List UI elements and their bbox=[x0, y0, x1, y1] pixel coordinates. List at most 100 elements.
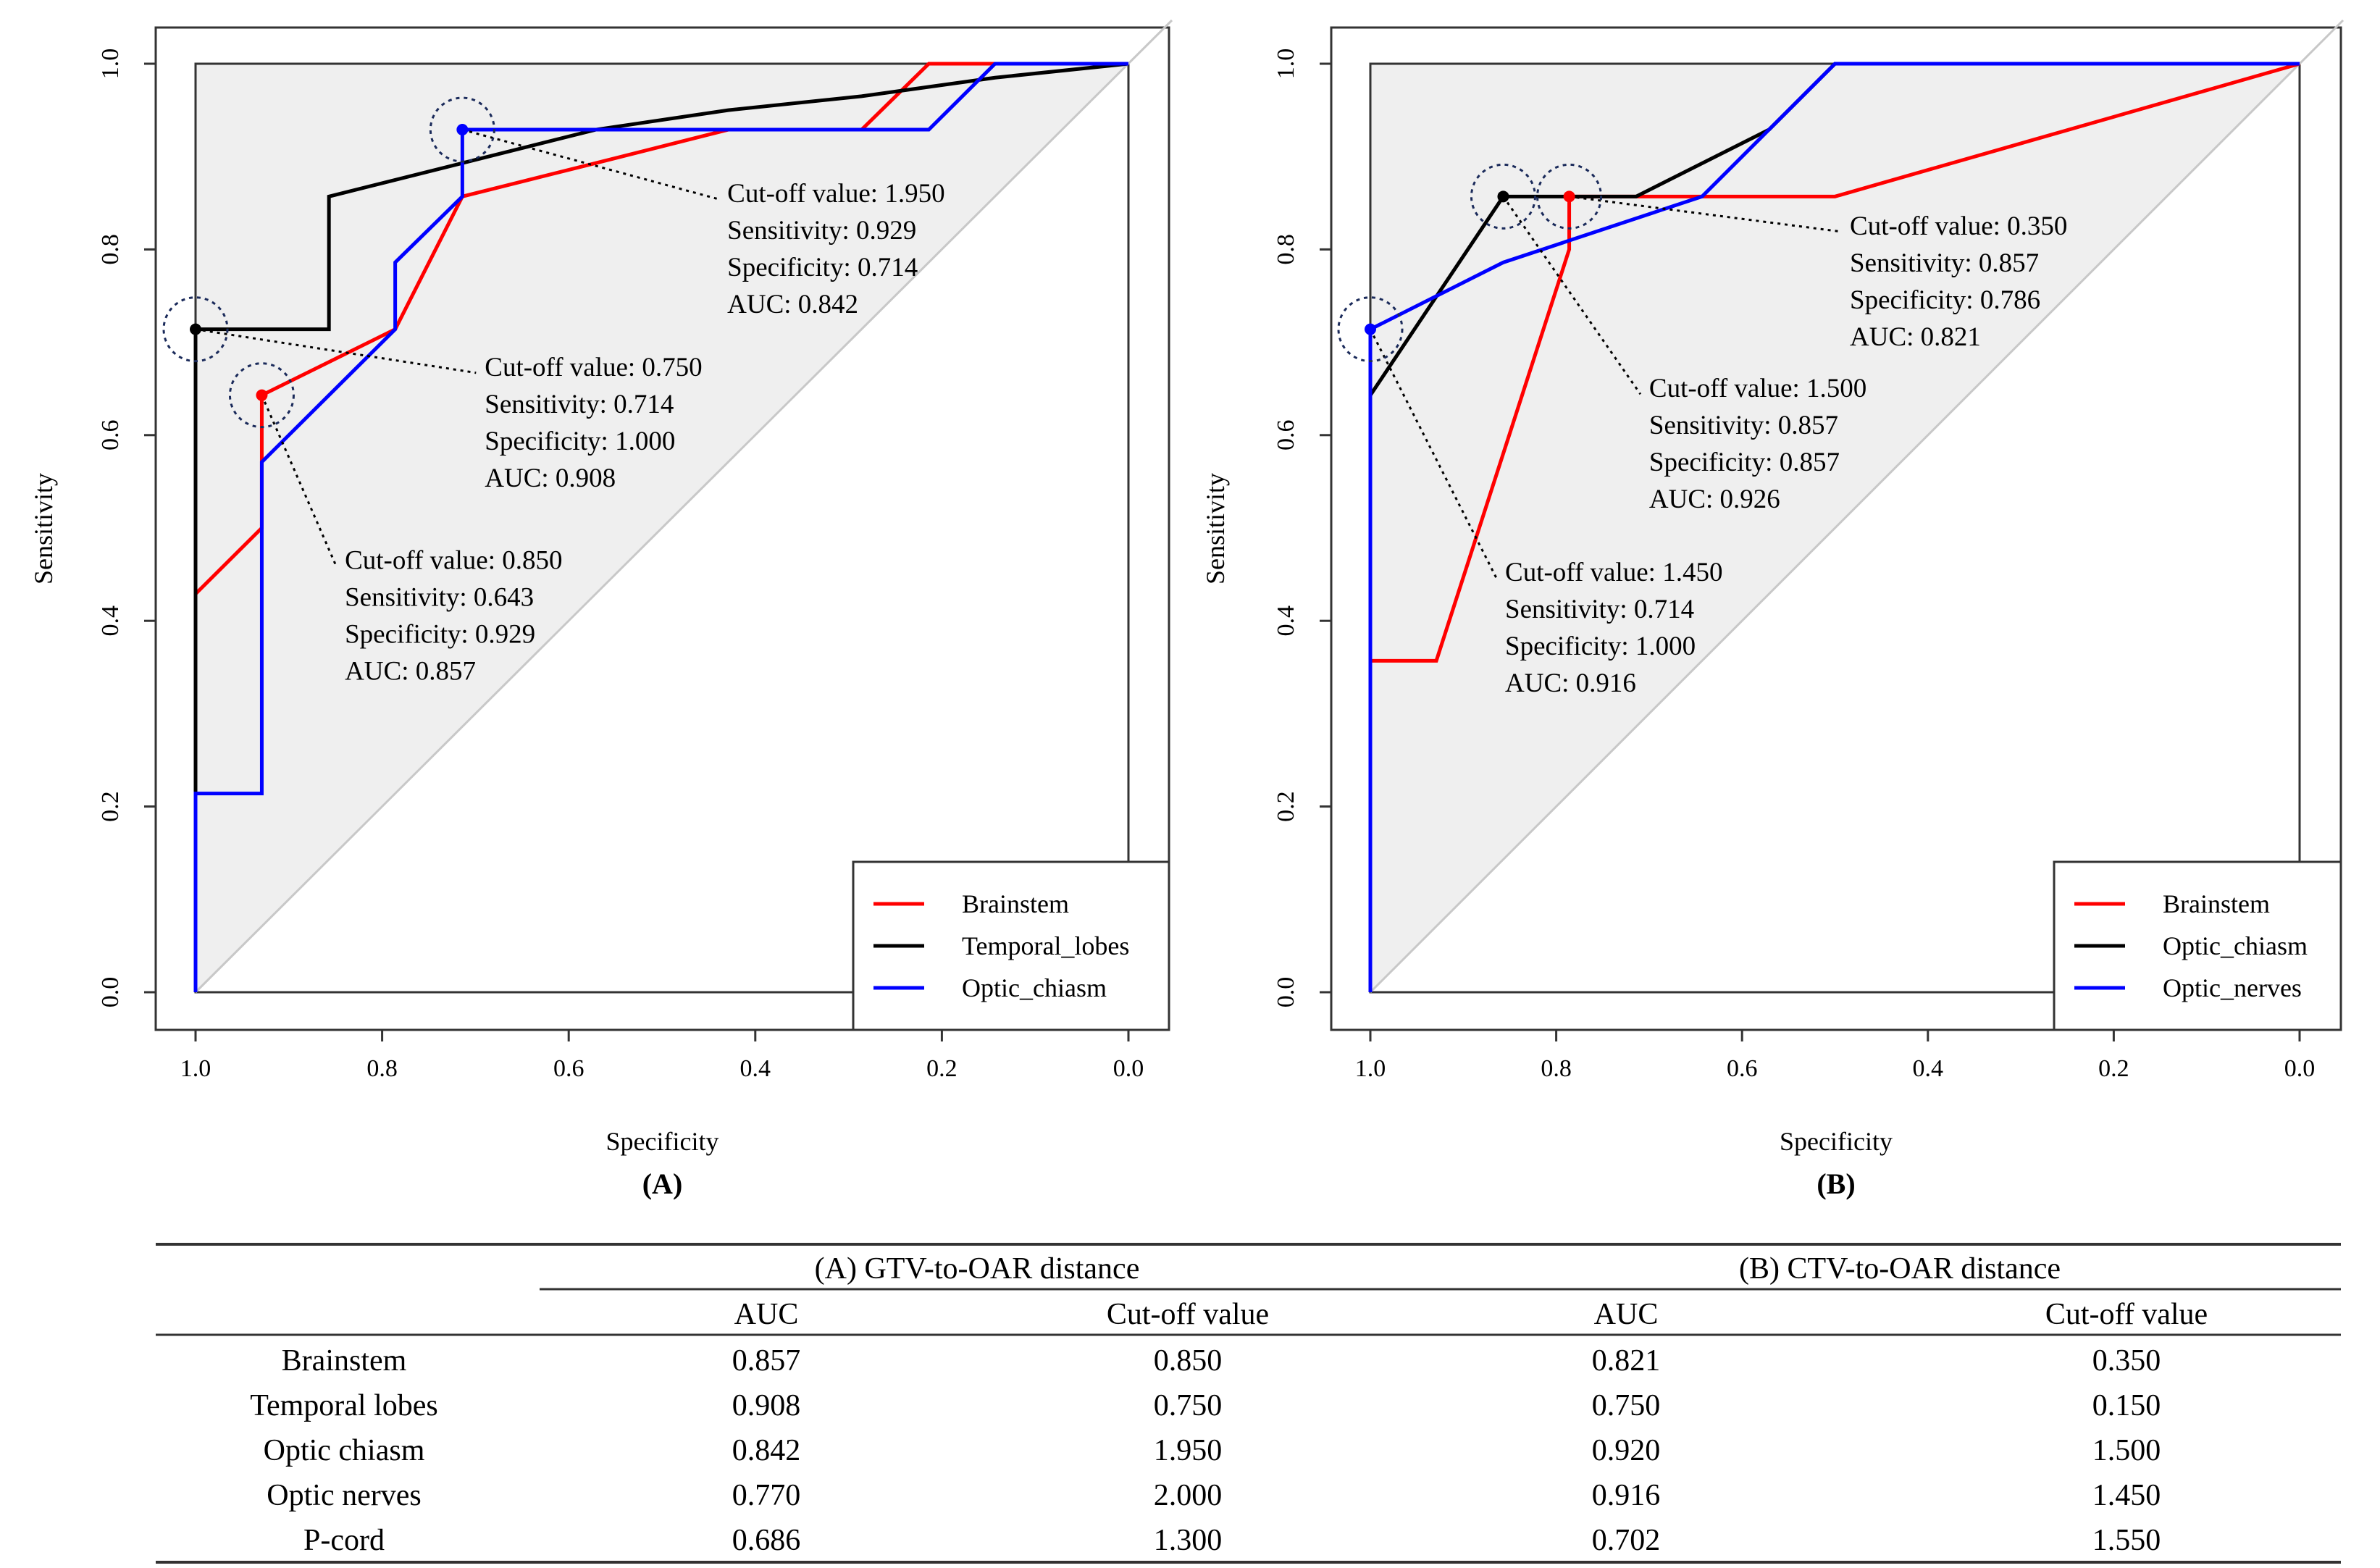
plot-frame bbox=[154, 26, 1170, 1031]
x-tick-label: 0.0 bbox=[2284, 1055, 2316, 1082]
table-cell: 0.750 bbox=[1592, 1389, 1661, 1422]
y-tick-label: 0.6 bbox=[97, 420, 124, 451]
roc-curve-brainstem bbox=[193, 62, 1128, 992]
y-tick-label: 1.0 bbox=[97, 49, 124, 80]
table-cell: 0.702 bbox=[1592, 1524, 1661, 1557]
x-tick-label: 0.8 bbox=[1541, 1055, 1572, 1082]
cutoff-annotation-line: Sensitivity: 0.714 bbox=[1505, 595, 1694, 624]
x-tick-label: 0.8 bbox=[366, 1055, 398, 1082]
cutoff-annotation-line: Specificity: 1.000 bbox=[485, 427, 675, 456]
cutoff-highlight-circle bbox=[228, 362, 295, 429]
table-cell: 0.916 bbox=[1592, 1479, 1661, 1512]
y-axis-title: Sensitivity bbox=[29, 473, 58, 584]
table-cell: 1.500 bbox=[2092, 1434, 2161, 1467]
y-tick-label: 0.2 bbox=[1273, 791, 1299, 822]
y-tick-label: 1.0 bbox=[1273, 49, 1299, 80]
x-tick-label: 0.4 bbox=[740, 1055, 771, 1082]
table-row-label: P-cord bbox=[303, 1524, 385, 1557]
panel-label: (A) bbox=[642, 1167, 683, 1200]
cutoff-annotation-line: Sensitivity: 0.643 bbox=[345, 582, 534, 612]
table-row-label: Optic chiasm bbox=[264, 1434, 425, 1467]
x-tick-label: 1.0 bbox=[180, 1055, 211, 1082]
table-cell: 0.850 bbox=[1154, 1344, 1223, 1378]
y-tick-label: 0.8 bbox=[97, 234, 124, 265]
table-cell: 1.450 bbox=[2092, 1479, 2161, 1512]
table-cell: 0.150 bbox=[2092, 1389, 2161, 1422]
cutoff-annotation-line: Cut-off value: 0.850 bbox=[345, 545, 562, 575]
table-cell: 0.770 bbox=[732, 1479, 801, 1512]
table-cell: 0.686 bbox=[732, 1524, 801, 1557]
table-cell: 0.908 bbox=[732, 1389, 801, 1422]
cutoff-point bbox=[256, 389, 268, 401]
cutoff-highlight-circle bbox=[1536, 163, 1603, 230]
table-column-header: AUC bbox=[1594, 1298, 1659, 1331]
x-tick-label: 1.0 bbox=[1355, 1055, 1386, 1082]
table-cell: 0.857 bbox=[732, 1344, 801, 1378]
cutoff-annotation-line: Specificity: 0.929 bbox=[345, 619, 535, 649]
cutoff-annotation-line: AUC: 0.916 bbox=[1505, 668, 1636, 698]
table-column-header: AUC bbox=[734, 1298, 799, 1331]
table-column-header: Cut-off value bbox=[2045, 1298, 2208, 1331]
table-cell: 0.842 bbox=[732, 1434, 801, 1467]
y-tick-label: 0.4 bbox=[97, 605, 124, 637]
table-row-label: Brainstem bbox=[282, 1344, 407, 1378]
panel-b-roc-chart: 1.0 0.8 0.6 0.4 0.2 0.0 0.0 0.2 0.4 0.6 0.8 1.0 Spec… bbox=[1201, 19, 2345, 1200]
table-cell: 1.550 bbox=[2092, 1524, 2161, 1557]
cutoff-annotation-line: Cut-off value: 1.450 bbox=[1505, 558, 1722, 587]
table-row-label: Optic nerves bbox=[267, 1479, 421, 1512]
x-tick-label: 0.4 bbox=[1913, 1055, 1944, 1082]
cutoff-annotation-line: AUC: 0.926 bbox=[1649, 485, 1780, 514]
cutoff-annotation-line: AUC: 0.908 bbox=[485, 464, 616, 493]
table-column-header: Cut-off value bbox=[1107, 1298, 1269, 1331]
table-cell: 1.950 bbox=[1154, 1434, 1223, 1467]
cutoff-point bbox=[1497, 190, 1509, 203]
cutoff-annotation-line: Specificity: 0.857 bbox=[1649, 448, 1840, 477]
legend-label: Optic_chiasm bbox=[2163, 931, 2308, 960]
cutoff-highlight-circle bbox=[1470, 163, 1536, 230]
legend-label: Brainstem bbox=[2163, 889, 2270, 918]
cutoff-annotation-line: Cut-off value: 1.500 bbox=[1649, 374, 1866, 403]
y-tick-label: 0.2 bbox=[97, 791, 124, 822]
cutoff-annotation-line: Sensitivity: 0.714 bbox=[485, 390, 674, 419]
cutoff-annotation-line: Cut-off value: 0.750 bbox=[485, 353, 702, 382]
chance-diagonal bbox=[194, 19, 1173, 994]
x-tick-label: 0.0 bbox=[1113, 1055, 1144, 1082]
plot-frame bbox=[1330, 26, 2342, 1031]
cutoff-annotation-line: Specificity: 1.000 bbox=[1505, 632, 1696, 661]
y-tick-label: 0.0 bbox=[97, 977, 124, 1008]
cutoff-leader-line bbox=[261, 395, 338, 567]
panel-label: (B) bbox=[1817, 1167, 1855, 1200]
panel-a-roc-chart: 1.0 0.8 0.6 0.4 0.2 0.0 0.0 0.2 0.4 0.6 0.8 1.0 Spec… bbox=[29, 19, 1173, 1200]
roc-curve-optic-chiasm bbox=[193, 62, 1128, 992]
table-cell: 0.350 bbox=[2092, 1344, 2161, 1378]
cutoff-point bbox=[456, 124, 469, 136]
y-tick-label: 0.4 bbox=[1273, 605, 1299, 637]
cutoff-annotation-line: Cut-off value: 1.950 bbox=[727, 179, 944, 209]
summary-table: (A) GTV-to-OAR distance (B) CTV-to-OAR di… bbox=[156, 1243, 2341, 1564]
y-axis-title: Sensitivity bbox=[1201, 473, 1230, 584]
table-cell: 0.750 bbox=[1154, 1389, 1223, 1422]
table-row-label: Temporal lobes bbox=[250, 1389, 438, 1422]
cutoff-highlight-circle bbox=[429, 96, 495, 163]
x-tick-label: 0.6 bbox=[553, 1055, 584, 1082]
cutoff-annotation-line: AUC: 0.821 bbox=[1850, 322, 1981, 352]
cutoff-annotation-line: Cut-off value: 0.350 bbox=[1850, 211, 2067, 241]
x-tick-label: 0.2 bbox=[926, 1055, 958, 1082]
y-tick-label: 0.8 bbox=[1273, 234, 1299, 265]
table-group-header: (A) GTV-to-OAR distance bbox=[815, 1252, 1140, 1286]
x-axis-title: Specificity bbox=[606, 1127, 719, 1156]
cutoff-highlight-circle bbox=[162, 296, 229, 363]
cutoff-annotation-line: AUC: 0.842 bbox=[727, 290, 858, 319]
roc-curve-temporal-lobes bbox=[193, 62, 1129, 992]
legend-label: Brainstem bbox=[962, 889, 1069, 918]
cutoff-annotation-line: Specificity: 0.786 bbox=[1850, 285, 2040, 315]
cutoff-point bbox=[190, 323, 201, 335]
x-tick-label: 0.6 bbox=[1727, 1055, 1758, 1082]
table-cell: 0.821 bbox=[1592, 1344, 1661, 1378]
table-cell: 2.000 bbox=[1154, 1479, 1223, 1512]
y-tick-label: 0.0 bbox=[1273, 977, 1299, 1008]
x-axis-title: Specificity bbox=[1780, 1127, 1893, 1156]
cutoff-highlight-circle bbox=[1337, 296, 1404, 363]
cutoff-annotation-line: Sensitivity: 0.857 bbox=[1850, 248, 2039, 278]
table-cell: 0.920 bbox=[1592, 1434, 1661, 1467]
